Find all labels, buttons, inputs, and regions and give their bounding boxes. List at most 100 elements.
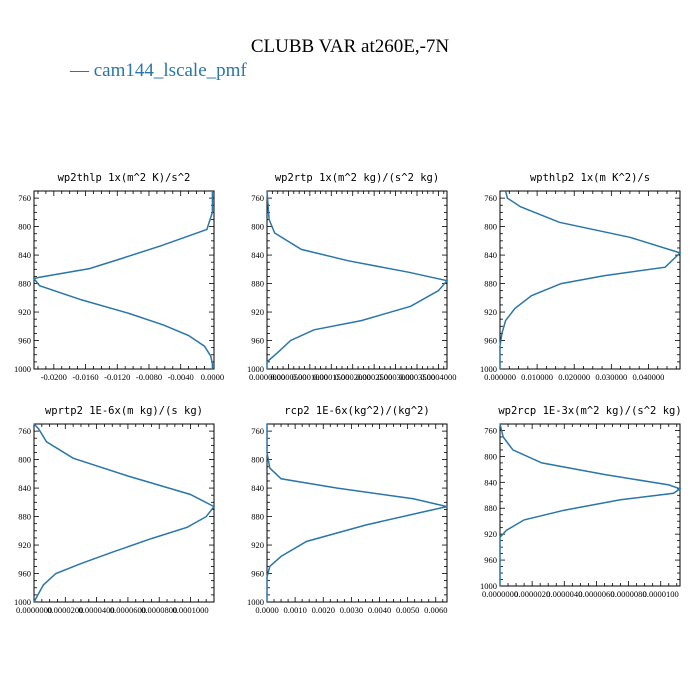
x-tick-label: 0.0000040 [546,589,582,599]
x-tick-label: 0.040000 [633,372,665,382]
y-tick-label: 760 [484,193,497,203]
panel-title: wp2rtp 1x(m^2 kg)/(s^2 kg) [275,172,439,184]
x-tick-label: 0.0001000 [292,372,328,382]
x-tick-label: 0.0000000 [16,605,52,615]
x-tick-label: 0.000000 [484,372,516,382]
y-tick-label: 960 [484,555,497,565]
y-tick-label: 920 [484,307,497,317]
y-tick-label: 840 [484,250,497,260]
y-tick-label: 880 [18,279,31,289]
y-tick-label: 760 [251,193,264,203]
panel-title: wp2thlp 1x(m^2 K)/s^2 [58,172,191,184]
x-tick-label: 0.0004000 [420,372,456,382]
x-tick-label: 0.010000 [521,372,553,382]
x-tick-label: 0.0002500 [356,372,392,382]
x-tick-label: -0.0040 [168,372,194,382]
x-tick-label: 0.020000 [558,372,590,382]
x-tick-label: 0.0001500 [313,372,349,382]
x-tick-label: 0.0000500 [270,372,306,382]
y-tick-label: 800 [18,222,31,232]
series-line [499,190,682,369]
x-tick-label: 0.0000200 [47,605,83,615]
panel-title: rcp2 1E-6x(kg^2)/(kg^2) [284,405,429,417]
y-tick-label: 800 [484,222,497,232]
x-tick-label: 0.0000060 [578,589,614,599]
y-tick-label: 840 [251,483,264,493]
y-tick-label: 920 [251,540,264,550]
x-tick-label: 0.0000800 [141,605,177,615]
x-tick-label: 0.0000 [255,605,278,615]
x-tick-label: 0.0000080 [611,589,647,599]
y-tick-label: 920 [18,307,31,317]
plot-frame [266,190,448,370]
y-tick-label: 1000 [480,581,497,591]
legend-line-icon: — [70,60,89,81]
legend-entry: — cam144_lscale_pmf [70,60,247,82]
series-line [266,424,448,602]
x-tick-label: 0.0000100 [643,589,679,599]
series-line [499,423,682,586]
panel-title: wpthlp2 1x(m K^2)/s [530,172,650,184]
y-tick-label: 800 [251,455,264,465]
x-tick-label: 0.0010 [283,605,306,615]
legend-label: cam144_lscale_pmf [93,60,247,81]
panel-4: wprtp2 1E-6x(m kg)/(s kg) 1000 960 920 880 84… [14,405,216,615]
y-tick-label: 760 [484,425,497,435]
y-tick-label: 840 [18,483,31,493]
y-tick-label: 880 [484,279,497,289]
x-tick-label: -0.0080 [136,372,162,382]
y-tick-label: 1000 [14,597,31,607]
y-tick-label: 920 [251,307,264,317]
x-tick-label: 0.0050 [396,605,419,615]
y-tick-label: 960 [18,336,31,346]
x-tick-label: 0.0040 [368,605,391,615]
panel-2: wp2rtp 1x(m^2 kg)/(s^2 kg) 1000 960 920 880 8… [247,172,456,382]
x-tick-label: -0.0160 [72,372,98,382]
y-tick-label: 840 [18,250,31,260]
plot-frame [266,423,448,603]
y-tick-label: 840 [251,250,264,260]
y-tick-label: 920 [18,540,31,550]
x-tick-label: -0.0200 [41,372,67,382]
x-tick-label: 0.0020 [312,605,335,615]
panel-title: wp2rcp 1E-3x(m^2 kg)/(s^2 kg) [498,405,681,417]
series-line [266,190,449,369]
plot-frame [33,423,215,603]
y-tick-label: 880 [18,512,31,522]
series-line [33,423,216,603]
x-tick-label: 0.0000600 [110,605,146,615]
x-tick-label: 0.0000020 [514,589,550,599]
y-tick-label: 1000 [480,364,497,374]
y-tick-label: 760 [18,193,31,203]
y-tick-label: 800 [484,451,497,461]
y-tick-label: 880 [484,503,497,513]
x-tick-label: 0.0030 [340,605,363,615]
plot-frame [499,190,681,370]
y-tick-label: 920 [484,529,497,539]
panel-title: wprtp2 1E-6x(m kg)/(s kg) [45,405,203,417]
y-tick-label: 960 [484,336,497,346]
panel-6: wp2rcp 1E-3x(m^2 kg)/(s^2 kg) 1000 960 920 8… [480,405,682,599]
y-tick-label: 880 [251,279,264,289]
panel-3: wpthlp2 1x(m K^2)/s 1000 960 920 880 840 800 76… [480,172,682,382]
y-tick-label: 760 [18,426,31,436]
y-tick-label: 1000 [14,364,31,374]
y-tick-label: 960 [18,569,31,579]
x-tick-label: 0.0000 [201,372,224,382]
x-tick-label: 0.0001000 [172,605,208,615]
plot-frame [33,190,215,370]
y-tick-label: 880 [251,512,264,522]
y-tick-label: 960 [251,336,264,346]
y-tick-label: 1000 [247,364,264,374]
y-tick-label: 760 [251,426,264,436]
series-line [32,191,214,369]
y-tick-label: 800 [251,222,264,232]
panel-5: rcp2 1E-6x(kg^2)/(kg^2) 1000 960 920 880 840 8… [247,405,448,615]
figure-title: CLUBB VAR at260E,-7N [250,36,450,57]
x-tick-label: 0.030000 [595,372,627,382]
y-tick-label: 1000 [247,597,264,607]
x-tick-label: 0.0003500 [399,372,435,382]
x-tick-label: 0.0000000 [249,372,285,382]
x-tick-label: 0.0000400 [79,605,115,615]
